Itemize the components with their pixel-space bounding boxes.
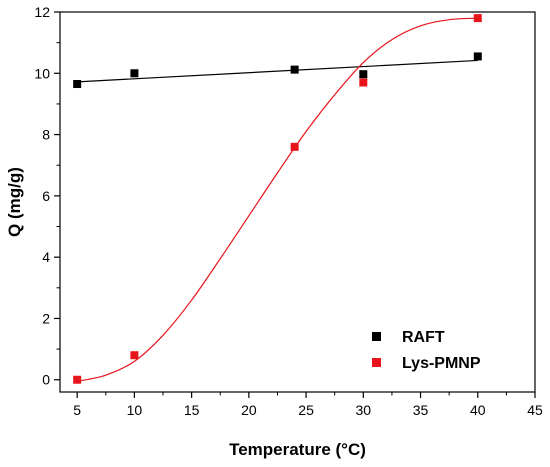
x-tick-label-4: 25 — [298, 402, 314, 418]
data-point-raft-3 — [359, 70, 368, 79]
x-tick-label-3: 20 — [241, 402, 257, 418]
x-tick-label-1: 10 — [127, 402, 143, 418]
fit-line-lys-pmnp — [77, 17, 478, 382]
data-point-lys-pmnp-0 — [73, 375, 82, 384]
legend-label-lys-pmnp: Lys-PMNP — [402, 355, 481, 372]
x-tick-label-8: 45 — [527, 402, 543, 418]
y-tick-label-2: 4 — [42, 249, 50, 265]
plot-area — [73, 14, 482, 384]
y-tick-label-3: 6 — [42, 188, 50, 204]
legend-swatch-raft — [372, 332, 381, 341]
y-tick-label-6: 12 — [34, 4, 50, 20]
data-point-lys-pmnp-1 — [130, 351, 139, 360]
x-tick-label-6: 35 — [413, 402, 429, 418]
y-tick-label-1: 2 — [42, 310, 50, 326]
legend-label-raft: RAFT — [402, 329, 445, 346]
y-tick-label-0: 0 — [42, 372, 50, 388]
data-point-raft-0 — [73, 80, 82, 89]
fit-line-raft — [77, 59, 478, 83]
y-axis-title: Q (mg/g) — [5, 167, 24, 237]
data-point-raft-2 — [290, 65, 299, 74]
x-tick-label-0: 5 — [73, 402, 81, 418]
data-point-lys-pmnp-3 — [359, 78, 368, 87]
x-tick-label-5: 30 — [356, 402, 372, 418]
x-tick-label-7: 40 — [470, 402, 486, 418]
data-point-lys-pmnp-4 — [473, 14, 482, 23]
x-axis-title: Temperature (°C) — [229, 440, 366, 459]
plot-frame — [59, 11, 536, 393]
legend: RAFT Lys-PMNP — [372, 329, 481, 372]
y-tick-label-5: 10 — [34, 65, 50, 81]
x-tick-label-2: 15 — [184, 402, 200, 418]
legend-swatch-lys-pmnp — [372, 358, 381, 367]
y-tick-label-4: 8 — [42, 127, 50, 143]
data-point-lys-pmnp-2 — [290, 142, 299, 151]
axes — [59, 11, 536, 393]
data-point-raft-1 — [130, 69, 139, 78]
data-point-raft-4 — [473, 52, 482, 61]
axis-ticks: 5 10 15 20 25 30 35 40 45 0 2 4 6 8 10 12 — [34, 4, 543, 418]
